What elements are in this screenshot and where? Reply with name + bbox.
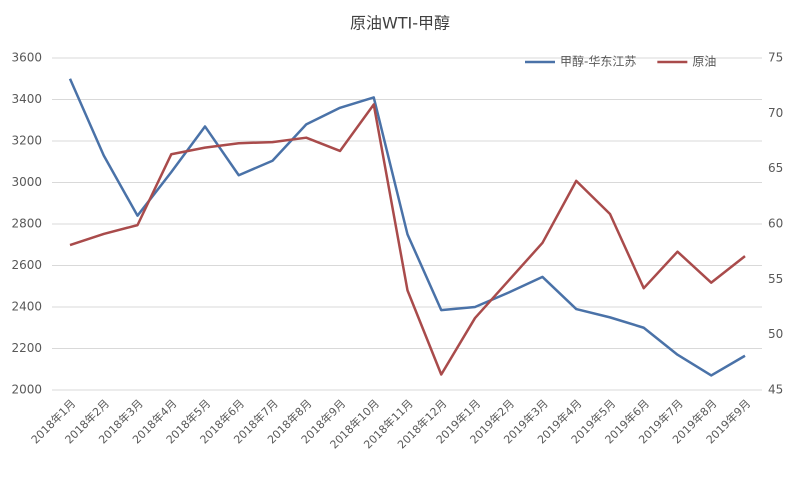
series-line [69,103,746,376]
y-tick-label: 3000 [11,175,42,189]
legend-label: 甲醇-华东江苏 [560,54,636,69]
y-tick-label: 2800 [11,217,42,231]
y-tick-label: 2600 [11,258,42,272]
chart-title: 原油WTI-甲醇 [350,14,450,33]
y2-tick-label: 75 [768,51,783,65]
y-tick-label: 2000 [11,383,42,397]
legend-label: 原油 [692,55,716,69]
y2-tick-label: 50 [768,327,783,341]
y-tick-label: 3400 [11,92,42,106]
y2-tick-label: 70 [768,106,783,120]
y2-tick-label: 55 [768,272,783,286]
y-tick-label: 3600 [11,51,42,65]
y-tick-label: 2400 [11,300,42,314]
y2-tick-label: 45 [768,383,783,397]
y2-tick-label: 60 [768,217,783,231]
y-tick-label: 2200 [11,341,42,355]
y2-tick-label: 65 [768,161,783,175]
y-tick-label: 3200 [11,134,42,148]
series-line [68,78,746,377]
